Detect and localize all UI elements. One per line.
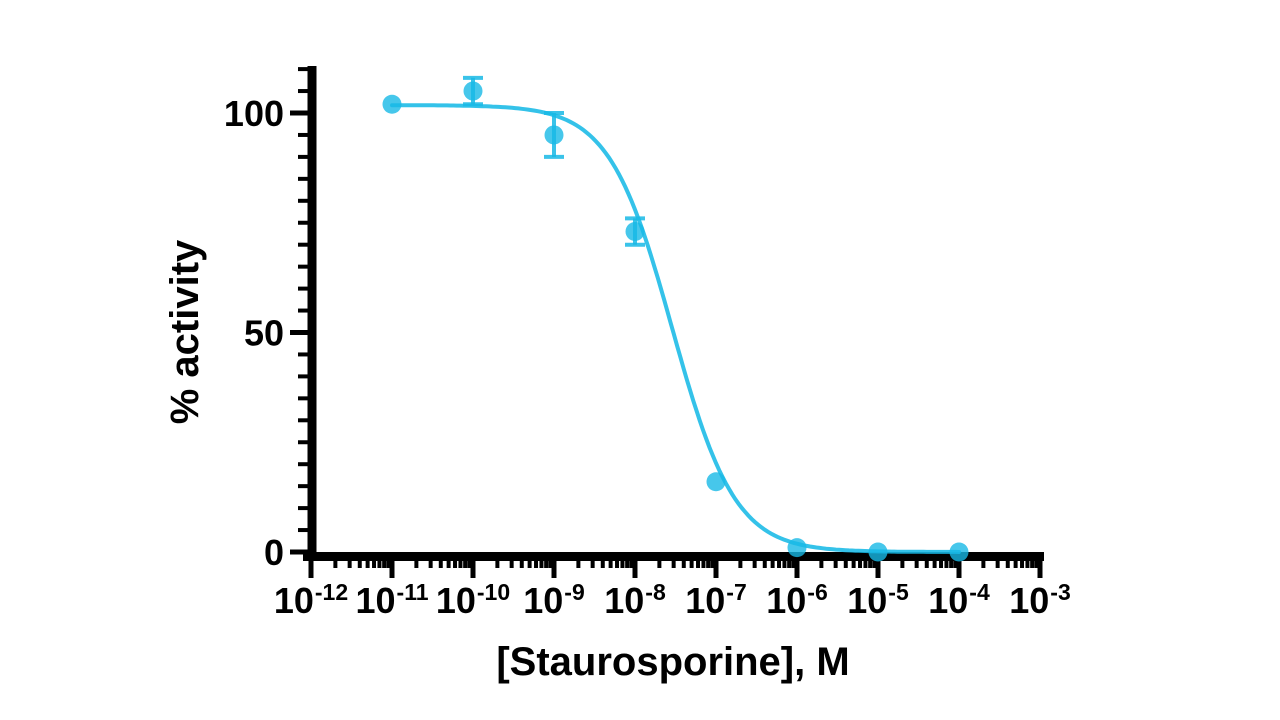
data-point (787, 538, 807, 558)
data-point (544, 125, 564, 145)
x-axis-tick-label: 10-12 (274, 579, 348, 621)
data-point (868, 542, 888, 562)
x-axis-title: [Staurosporine], M (496, 640, 849, 684)
fit-curve (390, 103, 961, 554)
x-axis-tick-label: 10-5 (847, 579, 909, 621)
data-point (625, 222, 645, 242)
data-point (949, 542, 969, 562)
data-point (463, 81, 483, 101)
y-axis-tick-label: 100 (224, 93, 284, 134)
y-axis-tick-label: 0 (264, 532, 284, 573)
x-axis-tick-label: 10-8 (604, 579, 666, 621)
data-point (706, 472, 726, 492)
y-axis-title: % activity (163, 239, 207, 424)
x-axis-tick-label: 10-9 (523, 579, 585, 621)
x-axis-tick-label: 10-4 (928, 579, 990, 621)
y-axis-tick-label: 50 (244, 313, 284, 354)
x-axis-tick-label: 10-3 (1009, 579, 1071, 621)
x-axis-tick-label: 10-7 (685, 579, 747, 621)
data-point (382, 94, 402, 114)
x-axis-tick-label: 10-10 (436, 579, 510, 621)
x-axis-tick-label: 10-11 (355, 579, 428, 621)
x-axis-tick-label: 10-6 (766, 579, 828, 621)
